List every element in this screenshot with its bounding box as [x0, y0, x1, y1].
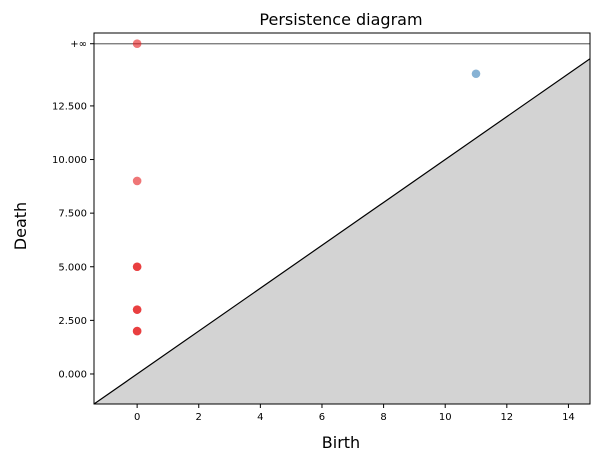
x-tick-label: 12 — [500, 412, 513, 423]
dim0-point — [132, 176, 142, 186]
y-tick-label: 7.500 — [58, 209, 87, 220]
x-tick-label: 0 — [134, 412, 140, 423]
dim0-point — [132, 326, 142, 336]
chart-title: Persistence diagram — [259, 10, 422, 29]
y-tick-label: 0.000 — [58, 369, 87, 380]
y-tick-label: 5.000 — [58, 262, 87, 273]
x-axis: 0 2 4 6 8 10 12 14 — [134, 404, 575, 423]
y-tick-label: 10.000 — [52, 155, 87, 166]
dim0-point — [132, 39, 142, 49]
x-axis-title: Birth — [322, 433, 360, 452]
y-tick-label-infinity: +∞ — [70, 39, 87, 50]
y-axis-title: Death — [11, 202, 30, 250]
x-tick-label: 4 — [257, 412, 263, 423]
plot-frame — [93, 32, 591, 405]
plot-area — [93, 32, 591, 405]
dim1-point — [471, 69, 481, 79]
diagonal-line — [93, 58, 591, 405]
y-axis: 0.000 2.500 5.000 7.500 10.000 12.500 +∞ — [52, 39, 94, 380]
dim0-point — [132, 305, 142, 314]
x-tick-label: 6 — [319, 412, 325, 423]
dim0-point — [132, 262, 142, 272]
x-tick-label: 2 — [196, 412, 202, 423]
y-tick-label: 2.500 — [58, 316, 87, 327]
x-tick-label: 10 — [439, 412, 452, 423]
x-tick-label: 14 — [562, 412, 575, 423]
x-tick-label: 8 — [380, 412, 386, 423]
y-tick-label: 12.500 — [52, 101, 87, 112]
